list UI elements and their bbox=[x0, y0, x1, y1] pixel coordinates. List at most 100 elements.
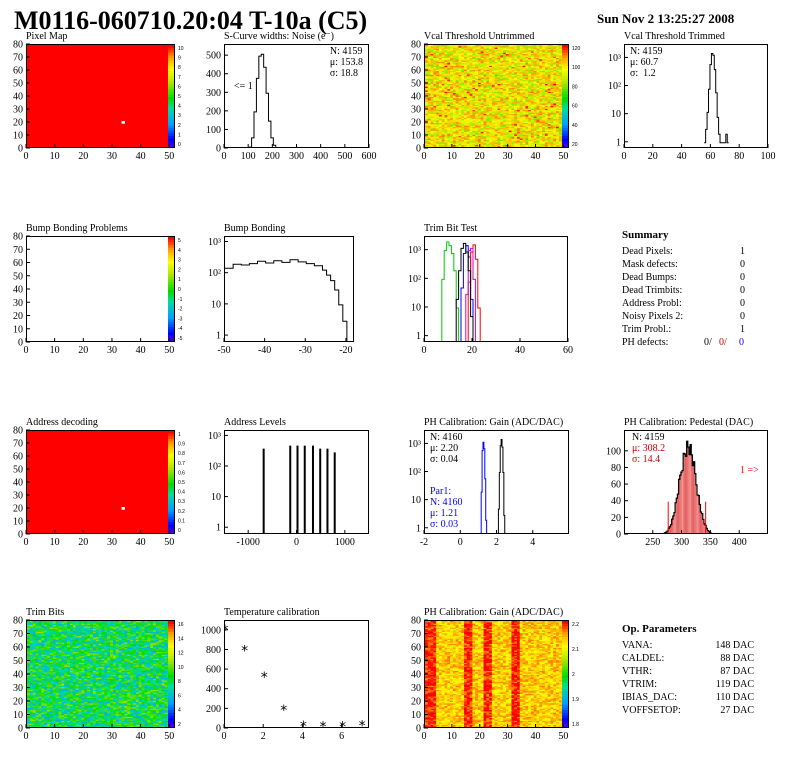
heatmap-cell bbox=[450, 65, 454, 68]
heatmap-cell bbox=[508, 60, 512, 63]
heatmap-cell bbox=[438, 91, 443, 94]
heatmap-cell bbox=[519, 69, 523, 72]
heatmap-cell bbox=[461, 65, 465, 68]
heatmap-cell bbox=[29, 706, 34, 708]
palette-swatch bbox=[168, 475, 174, 479]
heatmap-cell bbox=[472, 129, 476, 132]
heatmap-cell bbox=[458, 103, 462, 106]
heatmap-cell bbox=[447, 65, 451, 68]
heatmap-cell bbox=[486, 99, 490, 102]
heatmap-cell bbox=[447, 82, 451, 85]
heatmap-cell bbox=[494, 110, 498, 112]
heatmap-cell bbox=[486, 55, 490, 58]
heatmap-cell bbox=[452, 51, 457, 54]
heatmap-cell bbox=[503, 72, 507, 74]
heatmap-cell bbox=[430, 100, 434, 103]
heatmap-cell bbox=[508, 64, 512, 67]
heatmap-cell bbox=[500, 72, 504, 74]
heatmap-cell bbox=[528, 124, 532, 126]
heatmap-cell bbox=[511, 60, 515, 63]
heatmap-cell bbox=[511, 123, 515, 125]
heatmap-cell bbox=[556, 121, 560, 124]
heatmap-cell bbox=[469, 130, 473, 133]
heatmap-cell bbox=[32, 692, 36, 695]
heatmap-cell bbox=[525, 142, 529, 145]
palette-swatch bbox=[168, 55, 174, 59]
heatmap-cell bbox=[491, 84, 496, 86]
heatmap-cell bbox=[472, 107, 476, 110]
heatmap-cell bbox=[486, 64, 490, 67]
heatmap-cell bbox=[522, 60, 526, 63]
heatmap-cell bbox=[472, 58, 476, 60]
heatmap-cell bbox=[475, 50, 479, 52]
heatmap-cell bbox=[547, 125, 551, 128]
heatmap-cell bbox=[475, 110, 479, 112]
heatmap-cell bbox=[553, 132, 557, 134]
heatmap-cell bbox=[491, 111, 496, 113]
heatmap-cell bbox=[505, 100, 510, 103]
stats-line: σ: 1.2 bbox=[630, 68, 656, 79]
heatmap-cell bbox=[539, 137, 543, 139]
heatmap-cell bbox=[556, 60, 560, 63]
heatmap-cell bbox=[547, 128, 551, 130]
heatmap-cell bbox=[544, 80, 549, 82]
heatmap-cell bbox=[517, 95, 521, 98]
heatmap-cell bbox=[530, 112, 535, 115]
heatmap-cell bbox=[480, 55, 484, 58]
heatmap-cell bbox=[511, 94, 515, 97]
plot-area bbox=[27, 621, 174, 727]
palette-swatch bbox=[168, 297, 174, 302]
heatmap-cell bbox=[458, 67, 462, 69]
heatmap-cell bbox=[500, 134, 504, 137]
heatmap-cell bbox=[450, 64, 454, 67]
heatmap-cell bbox=[556, 94, 560, 97]
heatmap-cell bbox=[511, 93, 515, 95]
heatmap-cell bbox=[441, 133, 445, 136]
heatmap-cell bbox=[483, 68, 487, 71]
heatmap-cell bbox=[505, 73, 510, 76]
heatmap-cell bbox=[528, 93, 532, 95]
heatmap-cell bbox=[528, 59, 532, 61]
heatmap-cell bbox=[430, 59, 434, 61]
heatmap-cell bbox=[464, 55, 468, 58]
heatmap-cell bbox=[489, 120, 493, 123]
palette-label: 100 bbox=[572, 65, 581, 71]
heatmap-cell bbox=[528, 95, 532, 98]
heatmap-cell bbox=[475, 126, 479, 129]
heatmap-cell bbox=[29, 693, 34, 696]
heatmap-cell bbox=[452, 63, 457, 65]
heatmap-cell bbox=[491, 124, 496, 126]
heatmap-cell bbox=[477, 134, 482, 137]
heatmap-cell bbox=[508, 65, 512, 68]
heatmap-cell bbox=[458, 123, 462, 125]
heatmap-cell bbox=[542, 64, 546, 67]
heatmap-cell bbox=[491, 129, 496, 132]
x-tick-label: 40 bbox=[515, 345, 525, 356]
heatmap-cell bbox=[452, 123, 457, 125]
palette-swatch bbox=[168, 244, 174, 249]
heatmap-cell bbox=[503, 120, 507, 123]
plot-frame bbox=[424, 236, 568, 342]
heatmap-cell bbox=[558, 50, 563, 52]
heatmap-cell bbox=[433, 123, 437, 125]
heatmap-cell bbox=[461, 133, 465, 136]
heatmap-cell bbox=[425, 137, 429, 139]
heatmap-cell bbox=[558, 55, 563, 58]
heatmap-cell bbox=[514, 139, 518, 142]
palette-label: 2 bbox=[178, 267, 181, 273]
heatmap-cell bbox=[464, 78, 468, 81]
heatmap-cell bbox=[469, 106, 473, 108]
heatmap-cell bbox=[469, 124, 473, 126]
heatmap-cell bbox=[425, 145, 429, 147]
heatmap-cell bbox=[438, 85, 443, 87]
heatmap-cell bbox=[483, 91, 487, 94]
heatmap-cell bbox=[450, 56, 454, 59]
heatmap-cell bbox=[525, 99, 529, 102]
heatmap-cell bbox=[27, 680, 31, 683]
heatmap-cell bbox=[472, 102, 476, 104]
palette-label: 120 bbox=[572, 46, 581, 52]
heatmap-cell bbox=[447, 61, 451, 64]
heatmap-cell bbox=[533, 50, 537, 52]
heatmap-cell bbox=[547, 112, 551, 115]
